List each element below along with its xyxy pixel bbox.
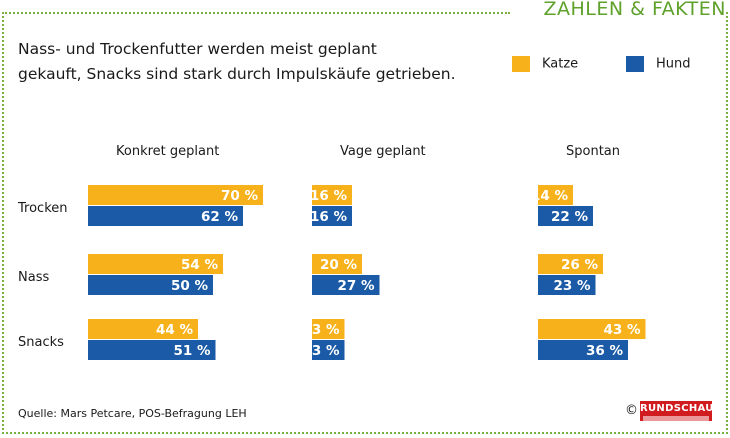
- bar-hund-trocken-panel-2: [312, 206, 352, 226]
- bar-label-katze-snacks-panel-2: 13 %: [302, 322, 339, 338]
- bar-label-hund-nass-panel-2: 27 %: [337, 278, 374, 294]
- bar-hund-snacks-panel-3: [538, 340, 628, 360]
- bar-label-hund-snacks-panel-1: 51 %: [173, 343, 210, 359]
- bar-katze-snacks-panel-1: [88, 319, 198, 339]
- source-note: Quelle: Mars Petcare, POS-Befragung LEH: [18, 407, 247, 420]
- bar-label-katze-trocken-panel-2: 16 %: [310, 188, 347, 204]
- legend-swatch-hund: [626, 56, 644, 72]
- bar-katze-snacks-panel-3: [538, 319, 646, 339]
- bar-label-hund-snacks-panel-3: 36 %: [586, 343, 623, 359]
- bar-katze-snacks-panel-2: [312, 319, 345, 339]
- bar-label-katze-trocken-panel-1: 70 %: [221, 188, 258, 204]
- category-label-trocken: Trocken: [17, 201, 68, 216]
- bar-label-hund-trocken-panel-1: 62 %: [201, 209, 238, 225]
- subtitle-line-1: Nass- und Trockenfutter werden meist gep…: [18, 40, 377, 58]
- panel-title-1: Konkret geplant: [116, 144, 219, 159]
- bar-label-hund-trocken-panel-2: 16 %: [310, 209, 347, 225]
- bar-hund-snacks-panel-1: [88, 340, 216, 360]
- bar-hund-nass-panel-2: [312, 275, 380, 295]
- category-label-nass: Nass: [18, 270, 49, 285]
- bar-label-katze-nass-panel-1: 54 %: [181, 257, 218, 273]
- logo-strip: [643, 416, 709, 421]
- legend-swatch-katze: [512, 56, 530, 72]
- bar-hund-nass-panel-1: [88, 275, 213, 295]
- legend-item-katze: Katze: [512, 56, 578, 72]
- copyright-symbol: ©: [625, 403, 638, 418]
- bar-label-hund-nass-panel-1: 50 %: [171, 278, 208, 294]
- logo-text: RUNDSCHAU: [640, 403, 712, 414]
- bar-hund-trocken-panel-3: [538, 206, 593, 226]
- bar-label-katze-nass-panel-3: 26 %: [561, 257, 598, 273]
- section-banner: ZAHLEN & FAKTEN: [535, 0, 726, 24]
- bar-katze-trocken-panel-2: [312, 185, 352, 205]
- bar-hund-trocken-panel-1: [88, 206, 243, 226]
- top-dotted-line: [2, 12, 510, 14]
- legend-item-hund: Hund: [626, 56, 691, 72]
- panel-title-3: Spontan: [566, 144, 620, 159]
- bar-label-hund-snacks-panel-2: 13 %: [302, 343, 339, 359]
- bar-katze-nass-panel-2: [312, 254, 362, 274]
- bar-label-katze-trocken-panel-3: 14 %: [531, 188, 568, 204]
- legend-label-katze: Katze: [542, 56, 579, 72]
- bar-label-katze-nass-panel-2: 20 %: [320, 257, 357, 273]
- dotted-frame: [2, 12, 728, 434]
- legend-label-hund: Hund: [656, 56, 691, 72]
- bar-hund-nass-panel-3: [538, 275, 596, 295]
- bar-katze-nass-panel-1: [88, 254, 223, 274]
- chart-subtitle: Nass- und Trockenfutter werden meist gep…: [18, 37, 488, 87]
- panel-title-2: Vage geplant: [340, 144, 426, 159]
- bar-label-hund-nass-panel-3: 23 %: [553, 278, 590, 294]
- bar-katze-nass-panel-3: [538, 254, 603, 274]
- category-label-snacks: Snacks: [18, 335, 64, 350]
- bar-katze-trocken-panel-1: [88, 185, 263, 205]
- subtitle-line-2: gekauft, Snacks sind stark durch Impulsk…: [18, 65, 456, 83]
- bar-label-katze-snacks-panel-1: 44 %: [156, 322, 193, 338]
- bar-label-hund-trocken-panel-3: 22 %: [551, 209, 588, 225]
- bar-label-katze-snacks-panel-3: 43 %: [603, 322, 640, 338]
- bar-katze-trocken-panel-3: [538, 185, 573, 205]
- rundschau-logo: RUNDSCHAU: [640, 401, 712, 421]
- bar-hund-snacks-panel-2: [312, 340, 345, 360]
